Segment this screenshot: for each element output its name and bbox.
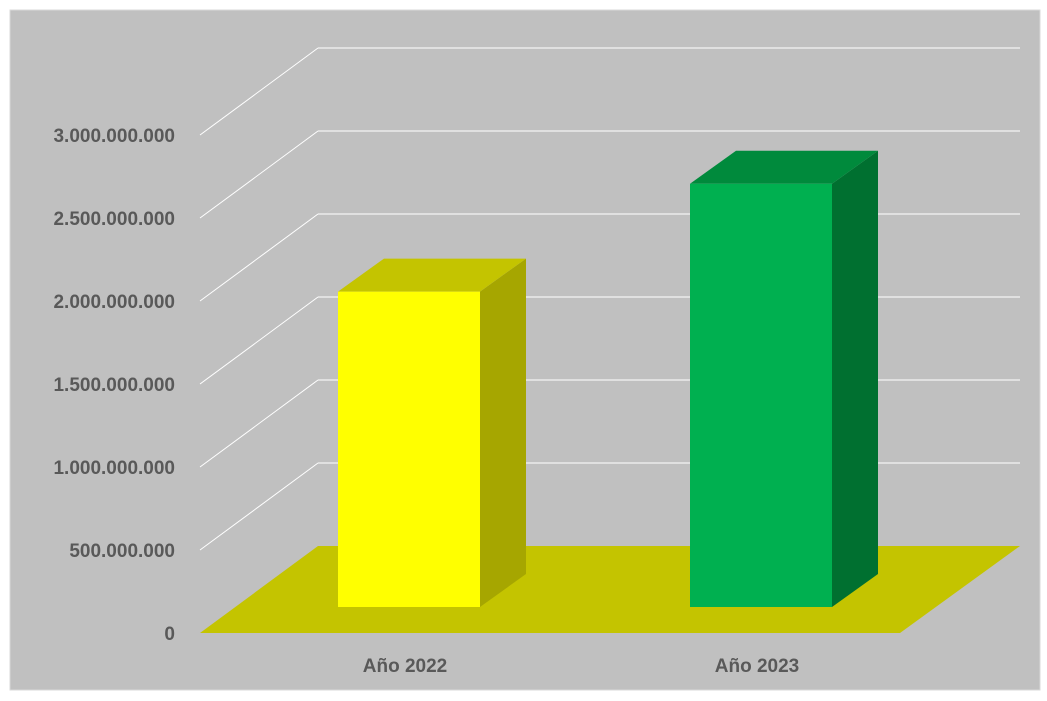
x-tick-label: Año 2023 bbox=[715, 656, 799, 677]
y-tick-label: 1.500.000.000 bbox=[53, 375, 175, 396]
x-tick-label: Año 2022 bbox=[363, 656, 447, 677]
gridline bbox=[199, 213, 1020, 302]
gridline bbox=[199, 130, 1020, 219]
bar bbox=[690, 150, 878, 607]
y-tick-label: 3.000.000.000 bbox=[53, 126, 175, 147]
y-tick-label: 2.000.000.000 bbox=[53, 292, 175, 313]
x-axis-tick-labels: Año 2022 Año 2023 bbox=[363, 656, 799, 677]
chart-floor bbox=[200, 546, 1020, 633]
y-tick-label: 1.000.000.000 bbox=[53, 458, 175, 479]
bar bbox=[338, 258, 526, 607]
bars bbox=[338, 150, 878, 607]
y-axis-tick-labels: 0 500.000.000 1.000.000.000 1.500.000.000 2.… bbox=[53, 126, 175, 645]
y-tick-label: 0 bbox=[164, 624, 175, 645]
gridline bbox=[199, 47, 1020, 136]
y-tick-label: 500.000.000 bbox=[69, 541, 175, 562]
y-tick-label: 2.500.000.000 bbox=[53, 209, 175, 230]
